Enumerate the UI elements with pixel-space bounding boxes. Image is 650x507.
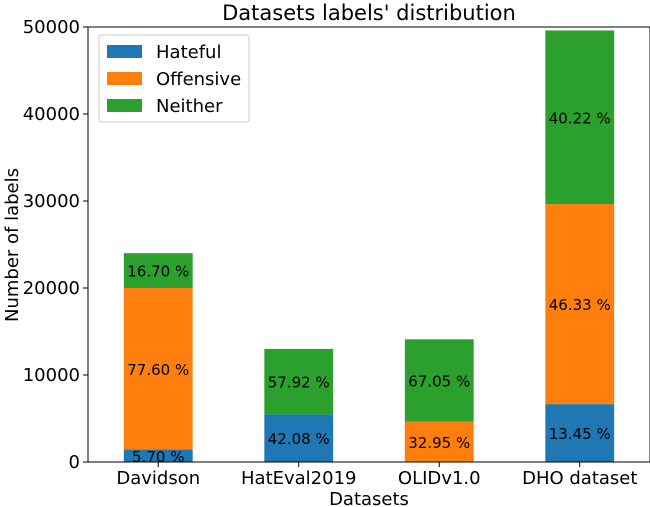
y-tick-label: 10000 <box>23 365 80 386</box>
data-label: 67.05 % <box>408 372 470 390</box>
y-axis-label: Number of labels <box>2 168 23 322</box>
chart-title: Datasets labels' distribution <box>222 1 516 25</box>
bar-hateful <box>545 404 615 462</box>
legend-swatch-hateful <box>107 45 142 58</box>
legend-label-neither: Neither <box>156 96 223 117</box>
x-tick-label: HatEval2019 <box>241 468 357 489</box>
bar-hateful <box>264 414 334 462</box>
plot-area: 5.70 % 77.60 % 16.70 % Davidson 42.08 % 57.92… <box>23 17 650 489</box>
y-tick-label: 0 <box>69 452 80 473</box>
bar-offensive <box>123 288 193 450</box>
legend-label-hateful: Hateful <box>156 42 221 63</box>
axes-frame <box>87 26 650 463</box>
bar-hateful <box>123 449 193 462</box>
bar-neither <box>404 339 474 422</box>
x-tick-label: DHO dataset <box>522 468 637 489</box>
data-label: 16.70 % <box>127 263 189 281</box>
bar-offensive <box>545 204 615 405</box>
legend-swatch-offensive <box>107 72 142 85</box>
bar-neither <box>264 348 334 415</box>
bar-offensive <box>404 421 474 462</box>
legend: Hateful Offensive Neither <box>98 34 250 123</box>
y-tick-label: 30000 <box>23 191 80 212</box>
data-label: 46.33 % <box>549 296 611 314</box>
data-label: 32.95 % <box>408 434 470 452</box>
y-tick-label: 50000 <box>23 17 80 38</box>
data-label: 42.08 % <box>268 430 330 448</box>
bar-neither <box>123 253 193 288</box>
bar-neither <box>545 30 615 205</box>
legend-label-offensive: Offensive <box>156 69 241 90</box>
data-label: 13.45 % <box>549 425 611 443</box>
x-tick-label: OLIDv1.0 <box>398 468 481 489</box>
x-axis-label: Datasets <box>329 489 409 507</box>
data-label: 57.92 % <box>268 374 330 392</box>
x-tick-label: Davidson <box>116 468 200 489</box>
legend-swatch-neither <box>107 99 142 112</box>
data-label: 40.22 % <box>549 109 611 127</box>
data-label: 77.60 % <box>127 361 189 379</box>
y-tick-label: 20000 <box>23 278 80 299</box>
y-tick-label: 40000 <box>23 104 80 125</box>
data-label: 5.70 % <box>132 448 184 466</box>
